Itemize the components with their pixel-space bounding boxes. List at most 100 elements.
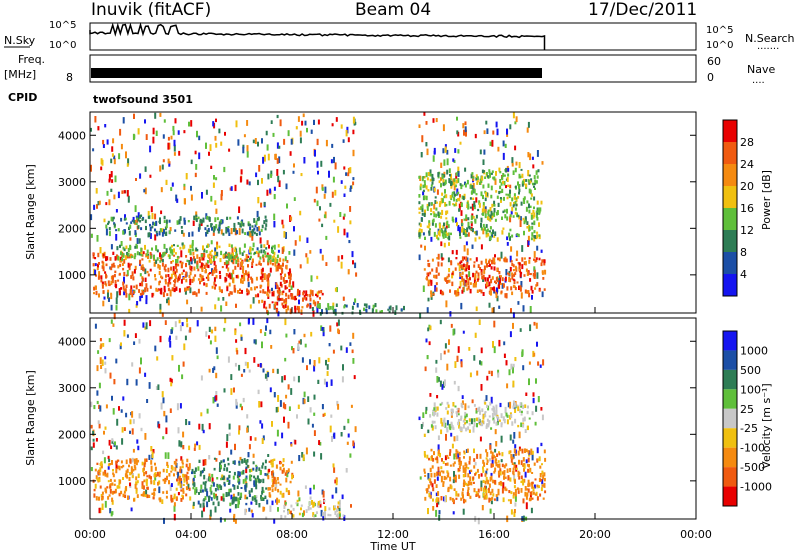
data-cell: [464, 183, 467, 188]
data-cell: [122, 464, 125, 468]
data-cell: [205, 331, 208, 337]
data-cell: [446, 158, 449, 166]
data-cell: [141, 281, 144, 287]
data-cell: [98, 262, 100, 265]
data-cell: [352, 260, 354, 265]
data-cell: [466, 204, 469, 208]
data-cell: [159, 471, 161, 474]
data-cell: [123, 330, 126, 337]
data-cell: [467, 426, 470, 431]
data-cell: [135, 462, 138, 466]
data-cell: [477, 208, 480, 212]
data-cell: [304, 293, 307, 296]
noise-tick-right-bottom: 10^0: [706, 40, 733, 51]
data-cell: [433, 147, 436, 154]
data-cell: [237, 276, 240, 279]
data-cell: [158, 220, 161, 223]
data-cell: [522, 417, 525, 422]
data-cell: [222, 477, 225, 481]
data-cell: [328, 170, 330, 178]
data-cell: [318, 305, 321, 309]
data-cell: [296, 502, 299, 507]
data-cell: [333, 219, 336, 223]
data-cell: [274, 153, 277, 160]
data-cell: [167, 267, 170, 273]
data-cell: [116, 291, 119, 298]
data-cell: [525, 179, 528, 182]
data-cell: [535, 322, 538, 329]
data-cell: [194, 488, 197, 494]
data-cell: [165, 248, 168, 253]
data-cell: [271, 249, 273, 254]
data-cell: [498, 452, 501, 456]
data-cell: [480, 480, 483, 488]
data-cell: [210, 195, 213, 202]
data-cell: [170, 494, 173, 501]
data-cell: [259, 263, 262, 266]
data-cell: [418, 175, 421, 179]
noise-trace: [89, 22, 546, 50]
data-cell: [260, 244, 263, 249]
data-cell: [431, 483, 434, 488]
data-cell: [443, 196, 446, 199]
data-cell: [247, 264, 249, 268]
data-cell: [473, 422, 476, 427]
data-cell: [178, 150, 181, 156]
data-cell: [130, 285, 133, 291]
data-cell: [164, 264, 167, 268]
data-cell: [191, 231, 194, 237]
data-cell: [145, 471, 148, 475]
data-cell: [469, 495, 472, 499]
data-cell: [325, 307, 328, 311]
data-cell: [185, 278, 188, 283]
data-cell: [221, 289, 223, 294]
data-cell: [237, 263, 240, 268]
data-cell: [185, 287, 188, 291]
colorbar-tick-label: 12: [740, 224, 754, 237]
data-cell: [136, 238, 139, 244]
data-cell: [282, 305, 285, 308]
data-cell: [244, 258, 247, 262]
data-cell: [112, 262, 115, 267]
data-cell: [268, 303, 271, 309]
data-cell: [446, 454, 449, 457]
data-cell: [489, 172, 491, 178]
data-cell: [277, 311, 280, 317]
data-cell: [487, 487, 490, 491]
data-cell: [185, 477, 188, 482]
data-cell: [153, 264, 156, 267]
data-cell: [272, 480, 275, 484]
data-cell: [513, 193, 516, 198]
data-cell: [524, 404, 527, 408]
data-cell: [463, 456, 465, 459]
data-cell: [129, 289, 132, 294]
data-cell: [111, 460, 113, 465]
data-cell: [441, 174, 444, 180]
data-cell: [215, 118, 217, 123]
data-cell: [458, 451, 461, 456]
data-cell: [430, 208, 433, 212]
data-cell: [292, 296, 295, 300]
data-cell: [260, 228, 263, 232]
data-cell: [425, 172, 428, 178]
data-cell: [424, 209, 426, 216]
data-cell: [98, 423, 101, 429]
data-cell: [218, 450, 221, 456]
data-cell: [502, 140, 505, 147]
data-cell: [95, 438, 98, 442]
data-cell: [512, 170, 515, 175]
data-cell: [430, 448, 433, 452]
data-cell: [337, 226, 340, 233]
data-cell: [543, 482, 546, 488]
data-cell: [180, 456, 183, 461]
data-cell: [450, 485, 453, 490]
data-cell: [297, 404, 300, 409]
data-cell: [245, 468, 248, 474]
data-cell: [274, 441, 277, 446]
data-cell: [323, 214, 326, 218]
data-cell: [265, 325, 267, 331]
data-cell: [242, 146, 245, 154]
data-cell: [452, 479, 455, 484]
data-cell: [345, 468, 348, 473]
